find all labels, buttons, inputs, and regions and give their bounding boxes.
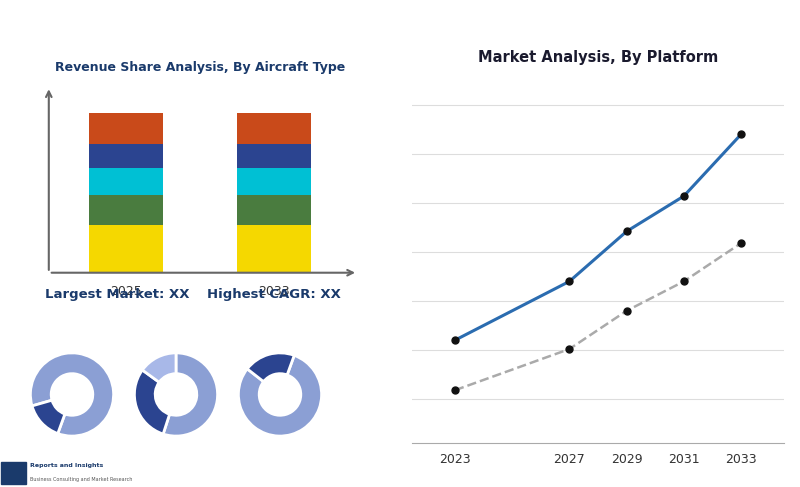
Text: 2025: 2025: [110, 284, 142, 298]
Wedge shape: [30, 353, 114, 436]
Wedge shape: [32, 400, 65, 433]
Text: 2033: 2033: [258, 284, 290, 298]
Bar: [237, 144, 311, 168]
Text: Highest CAGR: XX: Highest CAGR: XX: [206, 288, 341, 300]
Bar: [89, 168, 163, 195]
Bar: [89, 113, 163, 144]
Bar: [89, 144, 163, 168]
Bar: [89, 225, 163, 273]
Text: Business Consulting and Market Research: Business Consulting and Market Research: [30, 477, 132, 482]
Bar: [237, 195, 311, 225]
Bar: [237, 168, 311, 195]
Text: Largest Market: XX: Largest Market: XX: [46, 288, 190, 300]
Wedge shape: [238, 356, 322, 436]
Wedge shape: [142, 353, 176, 382]
FancyBboxPatch shape: [2, 462, 26, 484]
Title: Revenue Share Analysis, By Aircraft Type: Revenue Share Analysis, By Aircraft Type: [55, 61, 345, 74]
Wedge shape: [247, 353, 294, 382]
Title: Market Analysis, By Platform: Market Analysis, By Platform: [478, 50, 718, 65]
Bar: [89, 195, 163, 225]
Bar: [237, 225, 311, 273]
Wedge shape: [163, 353, 218, 436]
Wedge shape: [134, 370, 170, 434]
Text: Reports and Insights: Reports and Insights: [30, 463, 103, 468]
Text: EUROPE AIRCRAFT TIRE MARKET SEGMENT ANALYSIS: EUROPE AIRCRAFT TIRE MARKET SEGMENT ANAL…: [10, 25, 489, 40]
Bar: [237, 113, 311, 144]
